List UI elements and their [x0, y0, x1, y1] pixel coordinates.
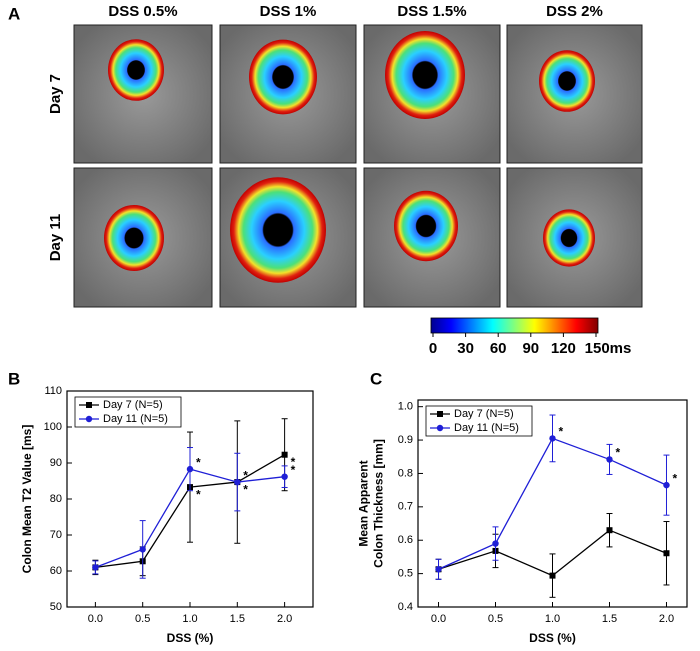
significance-mark: * [559, 425, 564, 439]
legend-label: Day 11 (N=5) [103, 413, 168, 425]
x-tick-label: 0.5 [488, 613, 503, 625]
marker [435, 566, 442, 573]
y-tick-label: 110 [44, 385, 62, 397]
legend-label: Day 11 (N=5) [454, 422, 519, 434]
y-tick-label: 0.9 [398, 434, 413, 446]
legend-box [74, 396, 182, 428]
legend-marker [436, 424, 444, 432]
marker [663, 481, 670, 489]
legend-label: Day 7 (N=5) [103, 399, 163, 411]
colorbar-tick-label: 60 [490, 340, 507, 357]
column-header: DSS 1.5% [397, 3, 466, 20]
marker [281, 451, 288, 458]
y-tick-label: 60 [50, 565, 62, 577]
y-tick-label: 80 [50, 493, 62, 505]
panel-label: A [8, 4, 20, 23]
marker [549, 572, 556, 579]
y-axis-label: Mean Apparent [357, 460, 371, 546]
colorbar [430, 317, 599, 334]
column-header: DSS 0.5% [108, 3, 177, 20]
colon-overlay [385, 31, 465, 119]
panel-label: C [370, 369, 382, 388]
x-tick-label: 2.0 [659, 613, 674, 625]
colon-overlay [543, 209, 595, 267]
significance-mark: * [196, 487, 201, 501]
y-tick-label: 0.6 [398, 534, 413, 546]
significance-mark: * [291, 455, 296, 469]
marker [139, 546, 146, 553]
x-tick-label: 1.0 [182, 613, 197, 625]
marker [663, 550, 670, 557]
x-tick-label: 0.0 [88, 613, 103, 625]
y-tick-label: 1.0 [398, 401, 413, 413]
legend-label: Day 7 (N=5) [454, 408, 514, 420]
x-axis-label: DSS (%) [167, 631, 214, 645]
legend-box [425, 405, 533, 437]
legend-marker [85, 415, 93, 423]
marker [234, 478, 241, 486]
y-tick-label: 0.8 [398, 467, 413, 479]
column-header: DSS 2% [546, 3, 603, 20]
x-tick-label: 0.5 [135, 613, 150, 625]
row-header: Day 7 [47, 74, 64, 114]
y-tick-label: 0.7 [398, 501, 413, 513]
y-tick-label: 100 [44, 421, 62, 433]
column-header: DSS 1% [260, 3, 317, 20]
marker [492, 540, 499, 547]
colorbar-tick-label: 30 [457, 340, 474, 357]
colorbar-tick-label: 0 [429, 340, 437, 357]
significance-mark: * [196, 455, 201, 469]
significance-mark: * [243, 468, 248, 482]
panel-label: B [8, 369, 20, 388]
x-tick-label: 1.5 [230, 613, 245, 625]
colon-overlay [249, 39, 317, 115]
x-tick-label: 1.0 [545, 613, 560, 625]
colorbar-tick-label: 90 [522, 340, 539, 357]
legend-marker [437, 411, 443, 417]
x-tick-label: 2.0 [277, 613, 292, 625]
colorbar-tick-label: 120 [551, 340, 576, 357]
marker [92, 564, 99, 571]
y-axis-label: Colon Thickness [mm] [372, 439, 386, 568]
marker [281, 473, 288, 480]
y-tick-label: 70 [50, 529, 62, 541]
colon-overlay [230, 177, 326, 283]
colon-overlay [108, 39, 164, 101]
x-tick-label: 0.0 [431, 613, 446, 625]
row-header: Day 11 [47, 214, 64, 262]
colon-overlay [104, 205, 164, 271]
y-tick-label: 0.5 [398, 568, 413, 580]
marker [606, 527, 613, 534]
colorbar-tick-label: 150ms [585, 340, 632, 357]
x-axis-label: DSS (%) [529, 631, 576, 645]
y-tick-label: 50 [50, 601, 62, 613]
significance-mark: * [615, 446, 620, 460]
marker [186, 465, 194, 473]
colon-overlay [394, 190, 458, 262]
marker [606, 456, 613, 463]
significance-mark: * [243, 482, 248, 496]
y-tick-label: 0.4 [398, 601, 413, 613]
x-tick-label: 1.5 [602, 613, 617, 625]
significance-mark: * [291, 463, 296, 477]
y-tick-label: 90 [50, 457, 62, 469]
marker [549, 435, 556, 442]
y-axis-label: Colon Mean T2 Value [ms] [20, 425, 34, 574]
colon-overlay [539, 50, 595, 112]
significance-mark: * [672, 471, 677, 485]
legend-marker [86, 402, 92, 408]
